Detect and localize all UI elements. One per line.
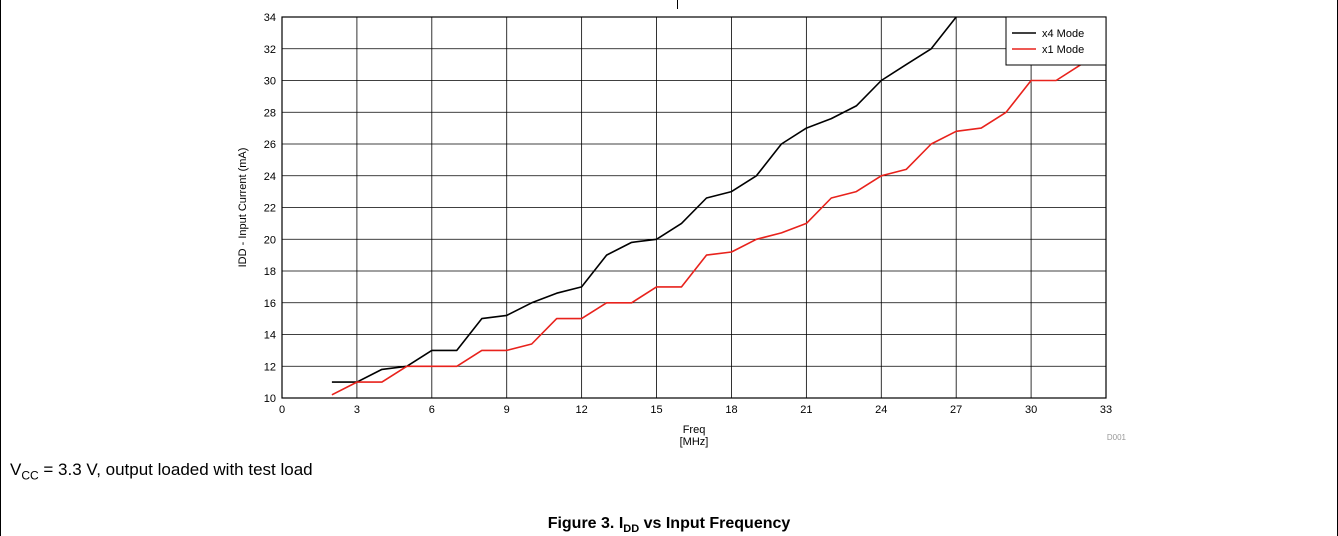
x-tick-label: 30 — [1025, 404, 1037, 416]
tick-labels: 0 3 6 9 12 15 18 21 24 27 30 33 10 12 14 16 18 20 22 24 26 28… — [264, 12, 1112, 416]
legend-box — [1005, 16, 1107, 66]
x-tick-label: 0 — [279, 404, 285, 416]
y-tick-label: 20 — [264, 234, 276, 246]
figure-title: Figure 3. IDD vs Input Frequency — [0, 515, 1338, 535]
y-axis-title: IDD - Input Current (mA) — [237, 148, 249, 268]
x-tick-label: 33 — [1100, 404, 1112, 416]
x-axis-title: Freq — [683, 424, 706, 436]
x-tick-label: 18 — [725, 404, 737, 416]
x-tick-label: 21 — [800, 404, 812, 416]
caption-variable-subscript: CC — [21, 468, 39, 483]
x-tick-label: 15 — [650, 404, 662, 416]
caption-text: = 3.3 V, output loaded with test load — [38, 460, 313, 479]
legend-label: x1 Mode — [1042, 44, 1084, 56]
series-line-x1-mode — [331, 63, 1082, 396]
y-tick-label: 10 — [264, 393, 276, 405]
x-tick-label: 6 — [429, 404, 435, 416]
x-axis-unit: [MHz] — [680, 436, 709, 448]
y-tick-label: 30 — [264, 76, 276, 88]
grid — [281, 16, 1107, 399]
page-frame-left — [0, 0, 1, 536]
y-tick-label: 28 — [264, 107, 276, 119]
chart-watermark: D001 — [1107, 433, 1127, 442]
y-tick-label: 12 — [264, 361, 276, 373]
figure-title-prefix: Figure 3. I — [547, 515, 624, 532]
series-lines — [331, 16, 1082, 396]
y-tick-label: 16 — [264, 298, 276, 310]
x-tick-label: 3 — [354, 404, 360, 416]
x-tick-label: 9 — [504, 404, 510, 416]
legend: x4 Mode x1 Mode — [1005, 16, 1107, 66]
y-tick-label: 34 — [264, 12, 276, 24]
figure-title-suffix: vs Input Frequency — [639, 515, 791, 532]
x-tick-label: 12 — [576, 404, 588, 416]
figure-title-subscript: DD — [623, 523, 640, 536]
y-tick-label: 32 — [264, 44, 276, 56]
caption-variable: V — [10, 460, 22, 479]
x-tick-label: 27 — [950, 404, 962, 416]
legend-label: x4 Mode — [1042, 28, 1084, 40]
series-line-x4-mode — [331, 16, 957, 383]
y-tick-label: 24 — [264, 171, 276, 183]
y-tick-label: 26 — [264, 139, 276, 151]
y-tick-label: 18 — [264, 266, 276, 278]
test-condition-caption: VCC = 3.3 V, output loaded with test loa… — [10, 460, 313, 482]
y-tick-label: 14 — [264, 330, 276, 342]
page-frame-divider — [677, 0, 678, 9]
x-tick-label: 24 — [875, 404, 887, 416]
plot-frame — [281, 16, 1107, 399]
y-tick-label: 22 — [264, 203, 276, 215]
